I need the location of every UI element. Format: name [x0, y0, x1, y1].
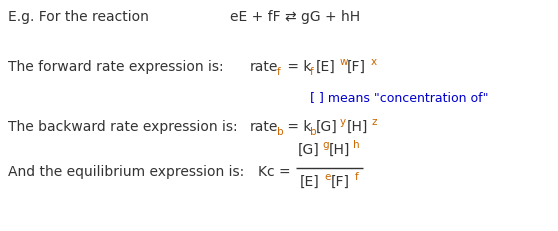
- Text: [E]: [E]: [300, 175, 320, 189]
- Text: [H]: [H]: [329, 143, 350, 157]
- Text: The backward rate expression is:: The backward rate expression is:: [8, 120, 238, 134]
- Text: z: z: [371, 117, 377, 127]
- Text: b: b: [277, 127, 283, 137]
- Text: f: f: [277, 67, 281, 77]
- Text: eE + fF ⇄ gG + hH: eE + fF ⇄ gG + hH: [230, 10, 360, 24]
- Text: [E]: [E]: [316, 60, 336, 74]
- Text: [G]: [G]: [298, 143, 320, 157]
- Text: [H]: [H]: [347, 120, 368, 134]
- Text: y: y: [340, 117, 346, 127]
- Text: g: g: [322, 140, 329, 150]
- Text: [G]: [G]: [316, 120, 338, 134]
- Text: And the equilibrium expression is:: And the equilibrium expression is:: [8, 165, 244, 179]
- Text: e: e: [324, 172, 330, 182]
- Text: x: x: [371, 57, 377, 67]
- Text: w: w: [340, 57, 349, 67]
- Text: rate: rate: [250, 120, 278, 134]
- Text: f: f: [355, 172, 359, 182]
- Text: [F]: [F]: [331, 175, 350, 189]
- Text: [F]: [F]: [347, 60, 366, 74]
- Text: b: b: [310, 127, 316, 137]
- Text: The forward rate expression is:: The forward rate expression is:: [8, 60, 224, 74]
- Text: = k: = k: [283, 60, 311, 74]
- Text: h: h: [353, 140, 359, 150]
- Text: E.g. For the reaction: E.g. For the reaction: [8, 10, 149, 24]
- Text: Kc =: Kc =: [258, 165, 295, 179]
- Text: rate: rate: [250, 60, 278, 74]
- Text: [ ] means "concentration of": [ ] means "concentration of": [310, 91, 488, 104]
- Text: f: f: [310, 67, 314, 77]
- Text: = k: = k: [283, 120, 311, 134]
